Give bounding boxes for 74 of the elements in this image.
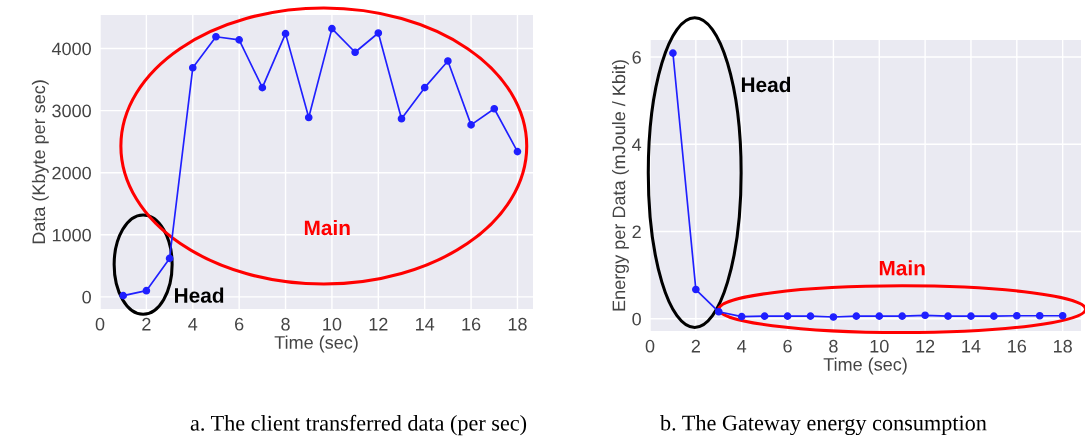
point xyxy=(397,114,406,123)
point xyxy=(783,312,792,320)
x-tick-label: 12 xyxy=(369,317,388,331)
x-tick-label: 18 xyxy=(508,317,527,331)
point xyxy=(351,48,359,57)
x-tick-label: 4 xyxy=(188,318,198,331)
y-tick-label: 2000 xyxy=(52,166,91,180)
x-tick-label: 14 xyxy=(416,318,435,331)
point xyxy=(898,312,907,320)
x-tick-label: 2 xyxy=(142,317,151,331)
y-tick-label: 3000 xyxy=(52,104,91,118)
point xyxy=(188,63,197,72)
x-tick-label: 2 xyxy=(691,339,700,353)
x-tick-label: 16 xyxy=(1008,339,1027,353)
point xyxy=(490,104,499,113)
annotation: Head xyxy=(175,287,224,303)
y-tick-label: 4000 xyxy=(51,42,91,56)
text: b. The Gateway energy consumption xyxy=(660,414,987,436)
point xyxy=(829,313,838,321)
y-tick-label: 0 xyxy=(82,290,91,304)
annotation: Head xyxy=(741,76,791,93)
text: a. The client transferred data (per sec) xyxy=(190,414,527,436)
point xyxy=(258,83,267,92)
x-axis-title: Time (sec) xyxy=(274,335,358,353)
point xyxy=(875,312,884,320)
x-tick-label: 6 xyxy=(235,317,244,331)
point xyxy=(852,312,861,320)
point xyxy=(967,312,975,320)
point xyxy=(669,49,677,57)
x-tick-label: 0 xyxy=(645,339,655,353)
point xyxy=(944,312,952,320)
point xyxy=(420,83,429,92)
point xyxy=(328,24,336,33)
point xyxy=(921,311,929,320)
x-tick-label: 6 xyxy=(783,339,792,353)
x-tick-label: 4 xyxy=(737,340,747,353)
point xyxy=(304,113,313,122)
y-tick-label: 1000 xyxy=(52,228,91,242)
point xyxy=(990,312,998,320)
x-tick-label: 10 xyxy=(870,339,889,353)
x-tick-label: 12 xyxy=(916,339,935,353)
point xyxy=(235,36,243,44)
point xyxy=(760,312,769,320)
point xyxy=(1012,311,1021,320)
point xyxy=(692,285,700,294)
y-axis-title: Energy per Data (mJoule / Kbit) xyxy=(612,60,629,311)
annotation: Main xyxy=(879,260,925,276)
annotation: Main xyxy=(304,219,350,236)
point xyxy=(142,286,151,295)
point xyxy=(374,29,383,37)
x-tick-label: 10 xyxy=(323,317,342,331)
point xyxy=(513,147,522,156)
x-tick-label: 8 xyxy=(829,339,838,353)
point xyxy=(212,32,220,41)
point xyxy=(806,312,815,320)
point xyxy=(1058,311,1067,320)
y-tick-label: 6 xyxy=(632,50,641,64)
x-tick-label: 14 xyxy=(962,340,981,353)
point xyxy=(467,121,475,129)
point xyxy=(444,57,452,65)
x-tick-label: 0 xyxy=(95,317,105,331)
point xyxy=(1035,311,1044,320)
x-tick-label: 16 xyxy=(462,317,481,331)
point xyxy=(281,29,290,38)
y-axis-title: Data (Kbyte per sec) xyxy=(31,80,49,244)
point xyxy=(119,291,128,300)
point xyxy=(714,307,723,316)
x-axis-title: Time (sec) xyxy=(823,357,907,375)
x-tick-label: 18 xyxy=(1054,339,1072,353)
point xyxy=(165,254,174,263)
y-tick-label: 4 xyxy=(632,138,642,151)
point xyxy=(737,312,746,321)
x-tick-label: 8 xyxy=(281,317,290,331)
y-tick-label: 2 xyxy=(632,225,641,239)
